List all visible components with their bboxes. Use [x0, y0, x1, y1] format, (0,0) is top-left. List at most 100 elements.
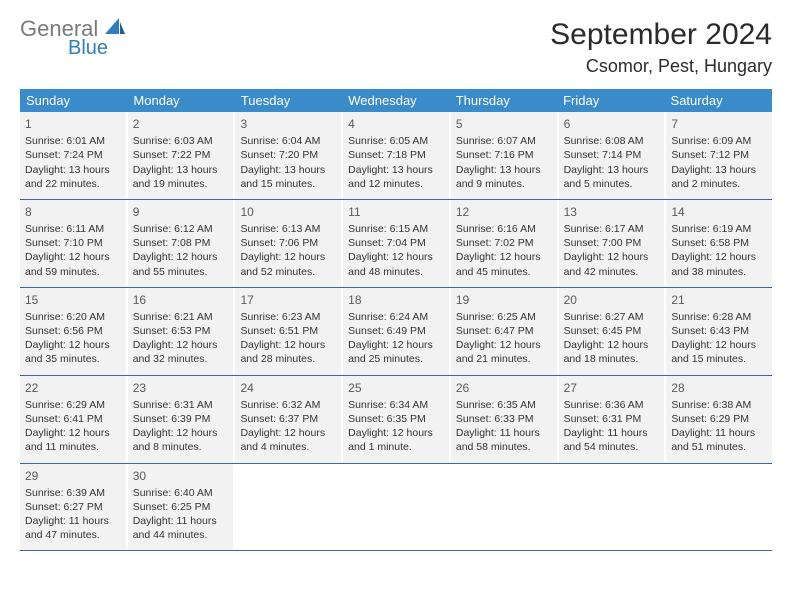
info-line: Sunrise: 6:27 AM — [564, 310, 660, 324]
day-cell: 23Sunrise: 6:31 AMSunset: 6:39 PMDayligh… — [128, 376, 236, 463]
day-cell: 12Sunrise: 6:16 AMSunset: 7:02 PMDayligh… — [451, 200, 559, 287]
info-line: Sunset: 6:31 PM — [564, 412, 660, 426]
info-line: and 42 minutes. — [564, 265, 660, 279]
day-cell: 25Sunrise: 6:34 AMSunset: 6:35 PMDayligh… — [343, 376, 451, 463]
day-number: 9 — [133, 204, 229, 220]
day-header: Saturday — [665, 89, 772, 112]
info-line: and 58 minutes. — [456, 440, 552, 454]
info-line: Sunset: 7:12 PM — [671, 148, 767, 162]
info-line: Sunrise: 6:15 AM — [348, 222, 444, 236]
info-line: Daylight: 12 hours — [25, 250, 121, 264]
info-line: Sunset: 6:37 PM — [240, 412, 336, 426]
info-line: Sunset: 7:10 PM — [25, 236, 121, 250]
day-number: 28 — [671, 380, 767, 396]
info-line: Sunrise: 6:20 AM — [25, 310, 121, 324]
info-line: Sunset: 6:53 PM — [133, 324, 229, 338]
week-row: 29Sunrise: 6:39 AMSunset: 6:27 PMDayligh… — [20, 464, 772, 552]
info-line: Sunset: 7:04 PM — [348, 236, 444, 250]
week-row: 22Sunrise: 6:29 AMSunset: 6:41 PMDayligh… — [20, 376, 772, 464]
info-line: Sunset: 7:00 PM — [564, 236, 660, 250]
info-line: Sunset: 7:24 PM — [25, 148, 121, 162]
info-line: and 2 minutes. — [671, 177, 767, 191]
info-line: Sunset: 6:49 PM — [348, 324, 444, 338]
day-cell: 2 Sunrise: 6:03 AMSunset: 7:22 PMDaylight… — [128, 112, 236, 199]
info-line: Sunrise: 6:32 AM — [240, 398, 336, 412]
info-line: Sunset: 6:56 PM — [25, 324, 121, 338]
info-line: Sunset: 7:16 PM — [456, 148, 552, 162]
day-number: 2 — [133, 116, 229, 132]
empty-cell — [666, 464, 772, 551]
info-line: Sunset: 6:43 PM — [671, 324, 767, 338]
empty-cell — [559, 464, 667, 551]
info-line: Sunrise: 6:29 AM — [25, 398, 121, 412]
info-line: Daylight: 13 hours — [348, 163, 444, 177]
empty-cell — [343, 464, 451, 551]
info-line: Sunrise: 6:25 AM — [456, 310, 552, 324]
info-line: and 18 minutes. — [564, 352, 660, 366]
day-cell: 1Sunrise: 6:01 AMSunset: 7:24 PMDaylight… — [20, 112, 128, 199]
day-number: 14 — [671, 204, 767, 220]
info-line: Sunrise: 6:04 AM — [240, 134, 336, 148]
day-number: 16 — [133, 292, 229, 308]
day-number: 7 — [671, 116, 767, 132]
info-line: Sunset: 6:58 PM — [671, 236, 767, 250]
day-cell: 7Sunrise: 6:09 AMSunset: 7:12 PMDaylight… — [666, 112, 772, 199]
info-line: Sunrise: 6:03 AM — [133, 134, 229, 148]
day-cell: 30Sunrise: 6:40 AMSunset: 6:25 PMDayligh… — [128, 464, 236, 551]
info-line: Sunset: 6:29 PM — [671, 412, 767, 426]
day-number: 27 — [564, 380, 660, 396]
info-line: and 12 minutes. — [348, 177, 444, 191]
day-header: Monday — [127, 89, 234, 112]
info-line: and 54 minutes. — [564, 440, 660, 454]
info-line: Daylight: 13 hours — [133, 163, 229, 177]
info-line: and 4 minutes. — [240, 440, 336, 454]
day-header-row: SundayMondayTuesdayWednesdayThursdayFrid… — [20, 89, 772, 112]
info-line: Sunset: 6:47 PM — [456, 324, 552, 338]
info-line: and 11 minutes. — [25, 440, 121, 454]
info-line: Sunrise: 6:39 AM — [25, 486, 121, 500]
info-line: Daylight: 12 hours — [456, 338, 552, 352]
info-line: Sunrise: 6:17 AM — [564, 222, 660, 236]
info-line: Sunset: 7:22 PM — [133, 148, 229, 162]
week-row: 1Sunrise: 6:01 AMSunset: 7:24 PMDaylight… — [20, 112, 772, 200]
info-line: Sunrise: 6:07 AM — [456, 134, 552, 148]
calendar-page: General Blue September 2024 Csomor, Pest… — [0, 0, 792, 551]
info-line: Sunset: 7:08 PM — [133, 236, 229, 250]
day-cell: 5Sunrise: 6:07 AMSunset: 7:16 PMDaylight… — [451, 112, 559, 199]
info-line: Sunrise: 6:08 AM — [564, 134, 660, 148]
day-number: 26 — [456, 380, 552, 396]
day-cell: 15Sunrise: 6:20 AMSunset: 6:56 PMDayligh… — [20, 288, 128, 375]
info-line: Sunrise: 6:40 AM — [133, 486, 229, 500]
info-line: Sunset: 7:14 PM — [564, 148, 660, 162]
day-header: Thursday — [450, 89, 557, 112]
info-line: Sunrise: 6:12 AM — [133, 222, 229, 236]
info-line: Sunset: 6:27 PM — [25, 500, 121, 514]
day-header: Sunday — [20, 89, 127, 112]
info-line: Sunrise: 6:01 AM — [25, 134, 121, 148]
day-cell: 17Sunrise: 6:23 AMSunset: 6:51 PMDayligh… — [235, 288, 343, 375]
info-line: and 19 minutes. — [133, 177, 229, 191]
day-cell: 9Sunrise: 6:12 AMSunset: 7:08 PMDaylight… — [128, 200, 236, 287]
info-line: and 9 minutes. — [456, 177, 552, 191]
day-cell: 8Sunrise: 6:11 AMSunset: 7:10 PMDaylight… — [20, 200, 128, 287]
info-line: and 45 minutes. — [456, 265, 552, 279]
day-cell: 22Sunrise: 6:29 AMSunset: 6:41 PMDayligh… — [20, 376, 128, 463]
day-number: 20 — [564, 292, 660, 308]
info-line: Daylight: 11 hours — [564, 426, 660, 440]
info-line: and 38 minutes. — [671, 265, 767, 279]
info-line: Sunset: 6:35 PM — [348, 412, 444, 426]
day-number: 15 — [25, 292, 121, 308]
info-line: Daylight: 12 hours — [240, 250, 336, 264]
day-number: 18 — [348, 292, 444, 308]
day-number: 23 — [133, 380, 229, 396]
info-line: Sunrise: 6:38 AM — [671, 398, 767, 412]
day-cell: 14Sunrise: 6:19 AMSunset: 6:58 PMDayligh… — [666, 200, 772, 287]
info-line: Sunset: 6:41 PM — [25, 412, 121, 426]
title-block: September 2024 Csomor, Pest, Hungary — [550, 18, 772, 77]
info-line: and 22 minutes. — [25, 177, 121, 191]
info-line: Daylight: 12 hours — [133, 338, 229, 352]
day-cell: 6Sunrise: 6:08 AMSunset: 7:14 PMDaylight… — [559, 112, 667, 199]
day-number: 25 — [348, 380, 444, 396]
info-line: Daylight: 12 hours — [348, 338, 444, 352]
day-header: Friday — [557, 89, 664, 112]
